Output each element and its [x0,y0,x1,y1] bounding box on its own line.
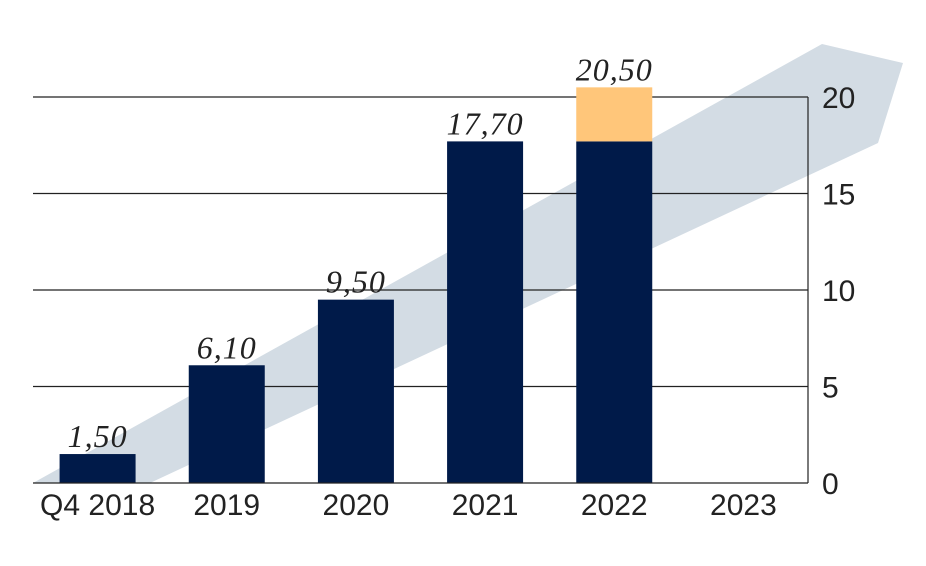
bar-value-label: 17,70 [447,105,524,141]
bar-value-label: 9,50 [326,264,386,300]
bar-segment-highlight [576,87,653,142]
data-labels: 1,50 6,10 9,50 17,70 20,50 [68,51,653,454]
x-tick-label: 2021 [452,489,519,522]
bar [59,454,136,483]
y-tick-label: 20 [822,82,855,115]
y-tick-label: 5 [822,372,839,405]
bar [188,365,265,483]
x-tick-label: 2020 [323,489,390,522]
bar [317,299,394,483]
gridlines [33,96,808,388]
axes: 0 5 10 15 20 Q4 2018 2019 2020 2021 2022 2023 [33,82,855,522]
bar [447,141,524,483]
bar-value-label: 20,50 [576,51,653,87]
x-tick-label: 2022 [581,489,648,522]
x-tick-label: 2019 [193,489,260,522]
x-tick-label: Q4 2018 [40,489,155,522]
y-tick-label: 0 [822,468,839,501]
bar-value-label: 1,50 [68,418,128,454]
y-tick-label: 15 [822,179,855,212]
bars [59,87,653,483]
x-tick-label: 2023 [710,489,777,522]
bar-value-label: 6,10 [197,329,257,365]
bar [576,141,653,483]
y-tick-label: 10 [822,275,855,308]
